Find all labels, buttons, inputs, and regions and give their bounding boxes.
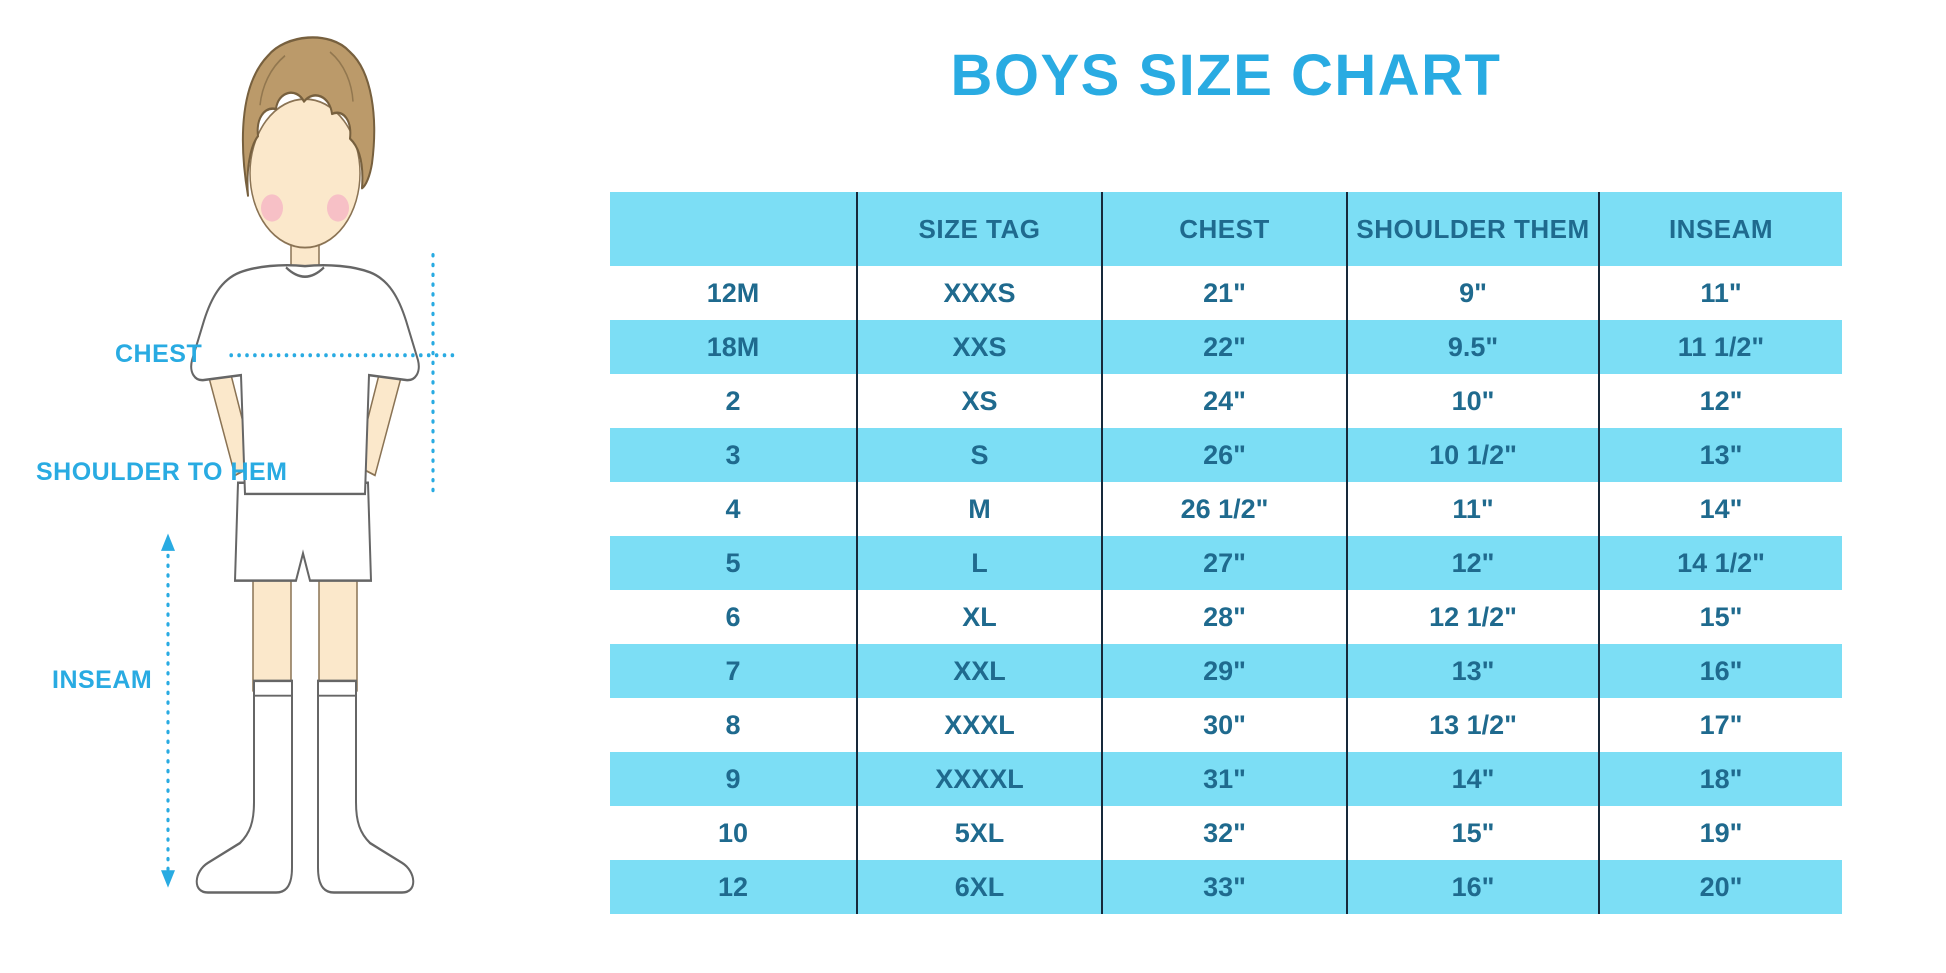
inseam-label: INSEAM	[52, 666, 153, 694]
boy-left-sock	[195, 679, 293, 894]
table-cell: 24"	[1103, 374, 1348, 428]
table-row: 2 XS 24" 10" 12"	[610, 374, 1842, 428]
boy-right-cheek	[327, 194, 349, 222]
shoulder-to-hem-label: SHOULDER TO HEM	[36, 458, 288, 486]
table-cell: 15"	[1348, 806, 1600, 860]
boy-hair	[241, 36, 376, 197]
table-cell: 19"	[1699, 817, 1743, 848]
table-cell: XXXS	[858, 266, 1103, 320]
table-cell: 16"	[1348, 860, 1600, 914]
table-cell: XS	[858, 374, 1103, 428]
table-cell: 10	[610, 806, 858, 860]
table-cell: M	[858, 482, 1103, 536]
boy-shirt	[190, 263, 420, 496]
header-cell-chest: CHEST	[1103, 192, 1348, 266]
table-cell: 20"	[1699, 871, 1743, 902]
table-cell: 14"	[1699, 493, 1743, 524]
table-cell: 16"	[1699, 655, 1743, 686]
table-cell: 17"	[1699, 709, 1743, 740]
table-cell: 9	[610, 752, 858, 806]
table-cell: 26"	[1103, 428, 1348, 482]
table-cell: 6	[610, 590, 858, 644]
table-cell: 12 1/2"	[1348, 590, 1600, 644]
boy-face	[249, 98, 361, 249]
table-cell: 21"	[1103, 266, 1348, 320]
table-cell: 10 1/2"	[1348, 428, 1600, 482]
boy-illustration	[161, 36, 461, 894]
table-cell: 9.5"	[1348, 320, 1600, 374]
table-cell: 5XL	[858, 806, 1103, 860]
boy-shirt-collar	[285, 266, 325, 278]
table-cell: 18"	[1699, 763, 1743, 794]
boy-right-leg	[318, 568, 358, 692]
table-cell: 28"	[1103, 590, 1348, 644]
table-cell: 5	[610, 536, 858, 590]
table-header-row: SIZE TAG CHEST SHOULDER THEM INSEAM	[610, 192, 1842, 266]
table-cell: 12"	[1699, 385, 1743, 416]
table-cell: 13"	[1348, 644, 1600, 698]
table-cell: 3	[610, 428, 858, 482]
size-table: SIZE TAG CHEST SHOULDER THEM INSEAM 12M X…	[610, 192, 1842, 914]
table-cell: 22"	[1103, 320, 1348, 374]
measurement-lines	[166, 253, 461, 878]
header-cell-inseam: INSEAM	[1668, 213, 1774, 244]
table-cell: 33"	[1103, 860, 1348, 914]
boy-hair-texture	[259, 51, 354, 106]
boy-shorts	[233, 481, 373, 582]
table-cell: 15"	[1699, 601, 1743, 632]
page-title: BOYS SIZE CHART	[950, 43, 1502, 108]
table-cell: XL	[858, 590, 1103, 644]
boy-left-cheek	[261, 194, 283, 222]
table-cell: L	[858, 536, 1103, 590]
table-cell: 31"	[1103, 752, 1348, 806]
table-cell: 12M	[610, 266, 858, 320]
table-cell: 8	[610, 698, 858, 752]
table-cell: 11"	[1348, 482, 1600, 536]
inseam-arrow-top	[161, 533, 175, 551]
table-cell: 26 1/2"	[1103, 482, 1348, 536]
table-cell: 29"	[1103, 644, 1348, 698]
table-row: 7 XXL 29" 13" 16"	[610, 644, 1842, 698]
chest-label: CHEST	[115, 340, 203, 368]
header-cell-size	[610, 192, 858, 266]
header-cell-size-tag: SIZE TAG	[858, 192, 1103, 266]
table-cell: 11 1/2"	[1677, 331, 1765, 362]
table-cell: 9"	[1348, 266, 1600, 320]
table-row: 4 M 26 1/2" 11" 14"	[610, 482, 1842, 536]
table-cell: 12"	[1348, 536, 1600, 590]
table-cell: 27"	[1103, 536, 1348, 590]
table-row: 3 S 26" 10 1/2" 13"	[610, 428, 1842, 482]
boy-left-leg	[252, 568, 292, 692]
table-row: 18M XXS 22" 9.5" 11 1/2"	[610, 320, 1842, 374]
table-row: 9 XXXXL 31" 14" 18"	[610, 752, 1842, 806]
table-cell: 12	[610, 860, 858, 914]
table-row: 12 6XL 33" 16" 20"	[610, 860, 1842, 914]
inseam-arrow-bottom	[161, 870, 175, 888]
table-cell: 6XL	[858, 860, 1103, 914]
table-cell: XXL	[858, 644, 1103, 698]
table-cell: 30"	[1103, 698, 1348, 752]
table-cell: S	[858, 428, 1103, 482]
table-row: 10 5XL 32" 15" 19"	[610, 806, 1842, 860]
table-row: 6 XL 28" 12 1/2" 15"	[610, 590, 1842, 644]
table-cell: XXXL	[858, 698, 1103, 752]
table-cell: 11"	[1700, 277, 1742, 308]
table-cell: 18M	[610, 320, 858, 374]
table-cell: 32"	[1103, 806, 1348, 860]
table-row: 5 L 27" 12" 14 1/2"	[610, 536, 1842, 590]
table-cell: XXS	[858, 320, 1103, 374]
table-cell: 14"	[1348, 752, 1600, 806]
table-row: 8 XXXL 30" 13 1/2" 17"	[610, 698, 1842, 752]
boy-right-sock	[317, 679, 415, 894]
table-cell: 13 1/2"	[1348, 698, 1600, 752]
header-cell-shoulder-them: SHOULDER THEM	[1348, 192, 1600, 266]
table-cell: 7	[610, 644, 858, 698]
table-row: 12M XXXS 21" 9" 11"	[610, 266, 1842, 320]
table-cell: 2	[610, 374, 858, 428]
table-cell: 14 1/2"	[1677, 547, 1765, 578]
table-cell: 13"	[1699, 439, 1743, 470]
table-cell: 4	[610, 482, 858, 536]
table-cell: XXXXL	[858, 752, 1103, 806]
table-cell: 10"	[1348, 374, 1600, 428]
